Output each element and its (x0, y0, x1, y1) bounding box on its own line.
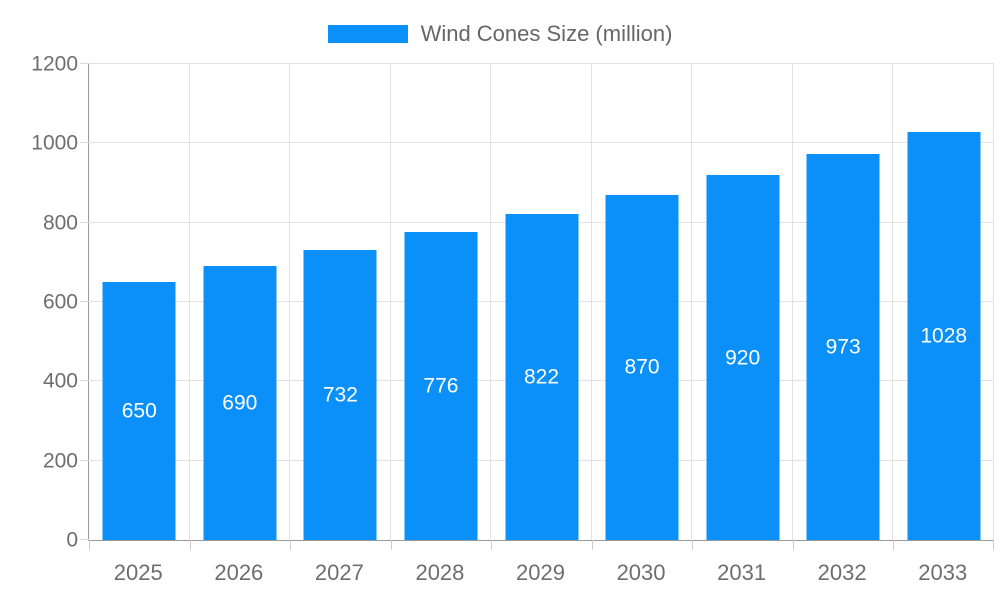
y-tick-label: 1200 (31, 52, 78, 76)
bar-2028[interactable]: 776 (404, 232, 478, 540)
legend-item[interactable]: Wind Cones Size (million) (0, 20, 1000, 48)
gridline-horizontal (89, 63, 994, 64)
gridline-vertical (389, 64, 391, 540)
x-tick-mark (692, 540, 694, 550)
y-tick-label: 600 (42, 290, 78, 314)
x-tick-label-2030: 2030 (616, 560, 666, 585)
x-tick-mark (89, 540, 90, 550)
x-tick-mark (591, 540, 593, 550)
bar-2026[interactable]: 690 (203, 266, 277, 540)
bar-2030[interactable]: 870 (605, 194, 679, 540)
y-axis: 0 200 400 600 800 1000 1200 (0, 54, 88, 551)
gridline-horizontal (89, 142, 994, 144)
bar-value-label: 973 (825, 335, 861, 359)
y-tick-mark (80, 380, 89, 382)
y-tick-mark (80, 301, 89, 302)
plot-area: 650 690 732 776 822 870 920 973 1028 (80, 63, 994, 550)
gridline-vertical (590, 64, 592, 540)
x-tick-mark (390, 540, 392, 550)
x-tick-mark (993, 540, 994, 550)
gridline-vertical (892, 64, 894, 540)
x-tick-label-2032: 2032 (817, 560, 867, 585)
bar-value-label: 776 (423, 374, 459, 398)
y-tick-mark (80, 63, 89, 64)
bar-2029[interactable]: 822 (505, 213, 578, 540)
x-tick-label-2027: 2027 (314, 560, 364, 585)
gridline-vertical (289, 64, 291, 540)
bar-value-label: 690 (222, 391, 258, 415)
legend-swatch (327, 25, 408, 43)
x-tick-label-2033: 2033 (918, 560, 968, 585)
bar-2033[interactable]: 1028 (907, 132, 981, 540)
bar-2027[interactable]: 732 (303, 249, 377, 540)
bar-2032[interactable]: 973 (806, 154, 880, 540)
y-tick-mark (80, 142, 89, 144)
x-tick-label-2026: 2026 (214, 560, 264, 585)
y-tick-label: 200 (42, 449, 78, 473)
y-tick-mark (80, 221, 89, 223)
x-tick-mark (189, 540, 191, 550)
gridline-vertical (188, 64, 190, 540)
y-tick-label: 800 (42, 211, 78, 235)
y-tick-mark (80, 539, 89, 540)
bar-value-label: 822 (523, 365, 560, 389)
x-tick-mark (893, 540, 895, 550)
bar-value-label: 920 (725, 346, 761, 370)
bar-2031[interactable]: 920 (706, 175, 780, 540)
bar-value-label: 732 (322, 383, 358, 407)
legend-label: Wind Cones Size (million) (420, 21, 673, 46)
x-tick-label-2031: 2031 (717, 560, 767, 585)
y-tick-label: 400 (42, 369, 78, 393)
bar-2025[interactable]: 650 (102, 282, 176, 540)
bar-value-label: 870 (624, 355, 660, 379)
y-tick-label: 0 (66, 528, 78, 552)
gridline-vertical (993, 64, 994, 540)
gridline-vertical (791, 64, 793, 540)
bar-value-label: 650 (121, 399, 157, 423)
x-tick-mark (491, 540, 493, 550)
bar-value-label: 1028 (920, 324, 968, 348)
x-axis: 2025 2026 2027 2028 2029 2030 2031 2032 2033 (88, 541, 993, 593)
y-tick-label: 1000 (31, 131, 78, 155)
x-tick-label-2029: 2029 (516, 560, 565, 585)
x-tick-mark (792, 540, 794, 550)
y-tick-mark (80, 459, 89, 461)
gridline-vertical (691, 64, 693, 540)
x-tick-mark (290, 540, 292, 550)
x-tick-label-2028: 2028 (415, 560, 465, 585)
x-tick-label-2025: 2025 (113, 560, 163, 585)
gridline-vertical (490, 64, 492, 540)
